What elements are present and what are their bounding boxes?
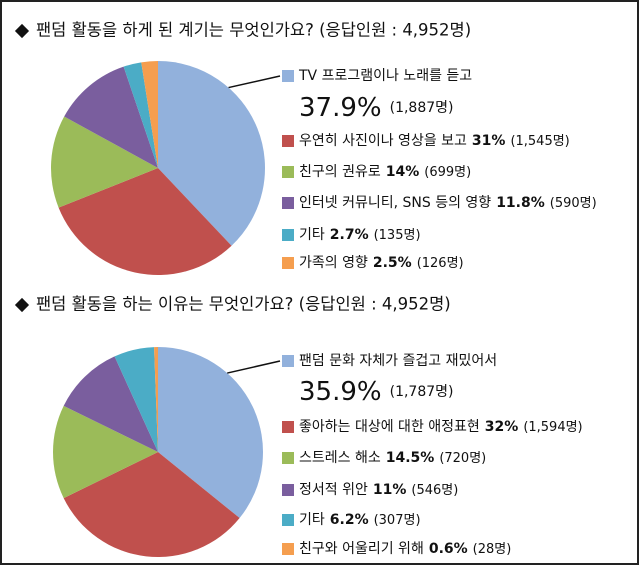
count-label: (1,787명)	[390, 384, 454, 400]
count-label: (1,594명)	[523, 420, 582, 435]
pie-slice	[53, 405, 158, 499]
count-label: (126명)	[417, 256, 464, 271]
legend-name: 친구와 어울리기 위해	[299, 541, 424, 557]
legend-name: 팬덤 문화 자체가 즐겁고 재밌어서	[299, 353, 497, 369]
legend-swatch	[282, 166, 294, 178]
legend-name: 기타	[299, 227, 325, 243]
value-label: 0.6%	[429, 541, 468, 557]
title-bullet	[14, 297, 30, 313]
legend-swatch	[282, 421, 294, 433]
legend-swatch	[282, 452, 294, 464]
pie-slice	[63, 356, 158, 452]
legend-entry: TV 프로그램이나 노래를 듣고	[298, 68, 472, 84]
legend-entry: 기타 6.2% (307명)	[299, 512, 421, 528]
value-label: 6.2%	[330, 512, 369, 528]
count-label: (699명)	[424, 165, 471, 180]
legend-entry: 친구의 권유로 14% (699명)	[299, 164, 471, 180]
pie-slice	[114, 347, 158, 452]
pie-slice	[64, 66, 158, 168]
pie-slice	[158, 347, 263, 519]
pie-slice	[58, 168, 232, 275]
legend-entry: 우연히 사진이나 영상을 보고 31% (1,545명)	[299, 133, 570, 149]
legend-name: 친구의 권유로	[299, 164, 381, 180]
legend-entry: 가족의 영향 2.5% (126명)	[299, 255, 464, 271]
count-label: (307명)	[374, 513, 421, 528]
legend-swatch	[282, 543, 294, 555]
count-label: (1,545명)	[510, 134, 569, 149]
legend-swatch	[282, 257, 294, 269]
pie-slice	[158, 61, 265, 246]
pie-slice	[123, 62, 158, 169]
legend-name: TV 프로그램이나 노래를 듣고	[298, 68, 472, 84]
legend-entry: 인터넷 커뮤니티, SNS 등의 영향 11.8% (590명)	[299, 195, 597, 211]
legend-swatch	[282, 197, 294, 209]
value-label: 2.7%	[330, 227, 369, 243]
legend-entry: 팬덤 문화 자체가 즐겁고 재밌어서	[299, 353, 497, 369]
value-label: 14.5%	[386, 450, 435, 466]
legend-swatch	[282, 229, 294, 241]
legend-name: 인터넷 커뮤니티, SNS 등의 영향	[299, 195, 491, 211]
legend-name: 우연히 사진이나 영상을 보고	[299, 133, 467, 149]
pie-slice	[63, 452, 240, 557]
value-label: 14%	[386, 164, 420, 180]
chart-title: 팬덤 활동을 하게 된 계기는 무엇인가요? (응답인원 : 4,952명)	[36, 21, 471, 40]
value-label: 11.8%	[496, 195, 545, 211]
legend-name: 기타	[299, 512, 325, 528]
pie-slice	[154, 347, 158, 452]
legend-entry: 친구와 어울리기 위해 0.6% (28명)	[299, 541, 511, 557]
legend-entry: 기타 2.7% (135명)	[299, 227, 421, 243]
leader-line	[227, 360, 281, 374]
legend-name: 가족의 영향	[299, 255, 368, 271]
legend-swatch	[282, 514, 294, 526]
value-label: 2.5%	[373, 255, 412, 271]
pie-slice	[51, 116, 158, 208]
value-label: 32%	[485, 419, 519, 435]
count-label: (135명)	[374, 228, 421, 243]
value-label: 31%	[472, 133, 506, 149]
legend-name: 스트레스 해소	[299, 450, 381, 466]
legend-entry: 정서적 위안 11% (546명)	[299, 482, 458, 498]
count-label: (28명)	[473, 542, 512, 557]
legend-swatch	[282, 484, 294, 496]
title-bullet	[14, 23, 30, 39]
legend-name: 좋아하는 대상에 대한 애정표현	[299, 419, 480, 435]
chart-title: 팬덤 활동을 하는 이유는 무엇인가요? (응답인원 : 4,952명)	[36, 295, 451, 314]
count-label: (720명)	[439, 451, 486, 466]
value-label: 37.9%	[299, 93, 382, 123]
legend-value: 35.9% (1,787명)	[299, 377, 454, 407]
leader-line	[228, 75, 281, 89]
legend-swatch	[282, 135, 294, 147]
legend-value: 37.9% (1,887명)	[299, 93, 454, 123]
legend-entry: 좋아하는 대상에 대한 애정표현 32% (1,594명)	[299, 419, 583, 435]
count-label: (1,887명)	[390, 100, 454, 116]
legend-name: 정서적 위안	[299, 482, 368, 498]
legend-entry: 스트레스 해소 14.5% (720명)	[299, 450, 486, 466]
pie-slice	[141, 61, 158, 168]
value-label: 35.9%	[299, 377, 382, 407]
count-label: (546명)	[411, 483, 458, 498]
count-label: (590명)	[550, 196, 597, 211]
legend-swatch	[282, 70, 294, 82]
legend-swatch	[282, 355, 294, 367]
value-label: 11%	[373, 482, 407, 498]
